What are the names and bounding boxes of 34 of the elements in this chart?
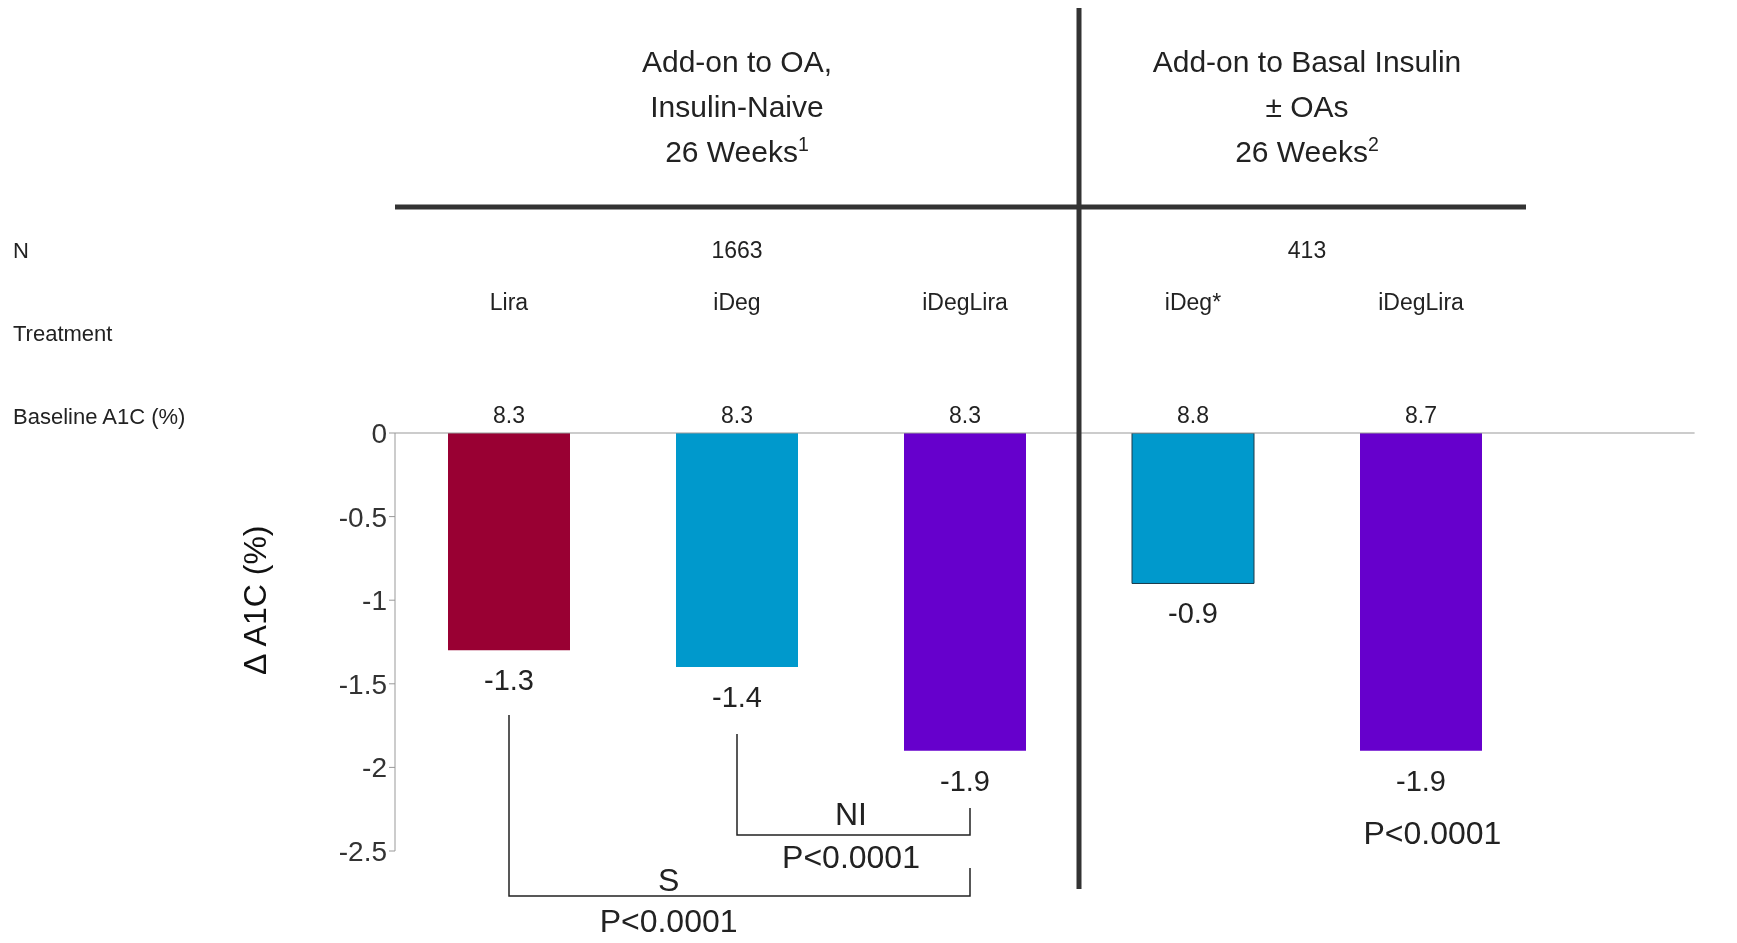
text: 1663 (711, 237, 763, 263)
data-label: -1.4 (712, 681, 762, 714)
text: Add-on to OA, Insulin-Naive 26 Weeks$^{1}$ (641, 45, 833, 168)
text: 8.3 (493, 402, 525, 428)
y-tick-label: -1 (362, 585, 387, 617)
annotation: P<0.0001 (1363, 815, 1502, 851)
x-tick-label: Lira (489, 289, 529, 315)
text: N (13, 238, 29, 263)
y-tick-label: -2.5 (338, 835, 387, 867)
x-tick-label: iDeg* (1164, 289, 1222, 315)
y-tick-label: -0.5 (338, 501, 387, 533)
text: 8.7 (1405, 402, 1437, 428)
y-axis-title: Δ A1C (%) (237, 525, 273, 675)
data-label: -0.9 (1168, 597, 1218, 630)
data-label: -1.3 (484, 664, 534, 697)
text: 8.3 (949, 402, 981, 428)
x-tick-label: iDegLira (922, 289, 1009, 315)
data-label: -1.9 (1396, 764, 1446, 797)
annotation: NI (835, 796, 867, 832)
y-tick-label: -2 (362, 752, 387, 784)
y-tick-label: -1.5 (338, 668, 387, 700)
text: 8.3 (721, 402, 753, 428)
text: 413 (1287, 237, 1327, 263)
text: S (657, 862, 680, 898)
annotation: P<0.0001 (782, 839, 920, 875)
x-tick-label: iDegLira (1378, 289, 1465, 315)
text: Treatment (13, 321, 113, 346)
text: Baseline A1C (%) (13, 404, 186, 429)
data-label: -1.9 (940, 764, 990, 797)
text: 8.8 (1177, 402, 1209, 428)
y-tick-label: 0 (371, 417, 387, 449)
text: P<0.0001 (599, 903, 738, 939)
x-tick-label: iDeg (713, 289, 761, 315)
text: Add-on to Basal Insulin ± OAs 26 Weeks$^{2}$ (1152, 45, 1462, 168)
